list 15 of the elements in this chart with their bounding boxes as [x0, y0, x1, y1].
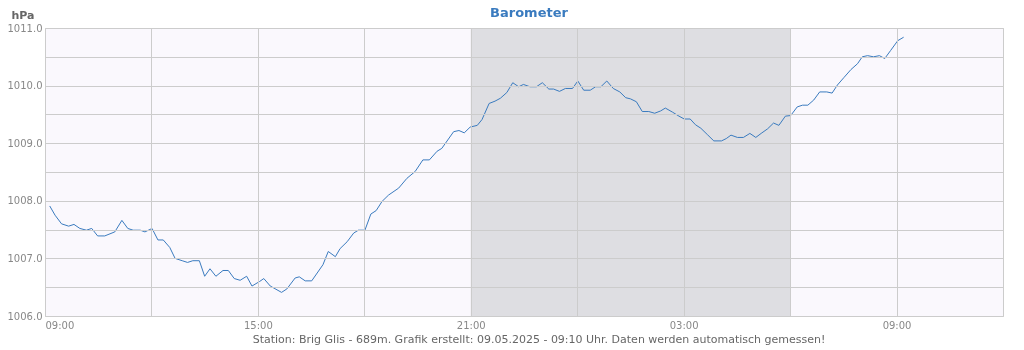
x-tick-label: 09:00	[882, 319, 912, 331]
y-tick-label: 1006.0	[7, 310, 43, 322]
y-tick-label: 1008.0	[7, 195, 43, 207]
y-tick-label: 1011.0	[7, 22, 43, 34]
x-tick-label: 03:00	[669, 319, 699, 331]
x-tick-label: 21:00	[456, 319, 486, 331]
y-tick-label: 1009.0	[7, 137, 43, 149]
chart-title: Barometer	[490, 5, 569, 20]
x-tick-label: 15:00	[243, 319, 273, 331]
y-tick-label: 1007.0	[7, 252, 43, 264]
y-axis-title: hPa	[11, 8, 35, 22]
text: Station: Brig Glis - 689m. Grafik erstellt: 09.05.2025 - 09:10 Uhr. Daten werden automatisch gemessen!	[252, 333, 826, 346]
y-tick-label: 1010.0	[7, 80, 43, 92]
x-tick-label: 09:00	[45, 319, 75, 331]
line-series	[49, 36, 905, 293]
